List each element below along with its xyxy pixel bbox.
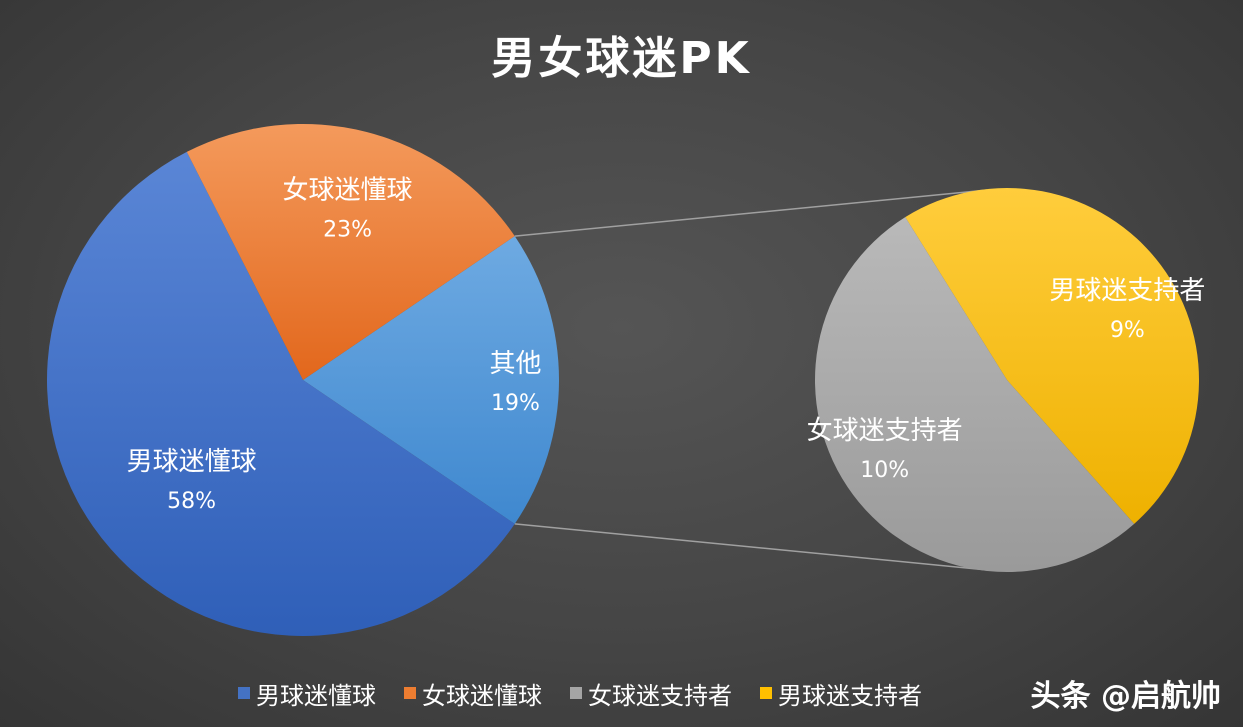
main-pie-value-label-0: 58% bbox=[167, 489, 216, 514]
main-pie-slice-0 bbox=[46, 151, 515, 637]
main-pie-name-label-0: 男球迷懂球 bbox=[127, 447, 257, 477]
secondary-pie-name-label-1: 男球迷支持者 bbox=[1049, 276, 1205, 306]
connector-line-bottom bbox=[514, 523, 988, 571]
legend-item-1: 女球迷懂球 bbox=[404, 676, 542, 711]
main-pie-value-label-1: 23% bbox=[323, 217, 372, 242]
legend-swatch-0 bbox=[238, 687, 250, 699]
connector-line-top bbox=[514, 189, 988, 237]
main-pie-value-label-2: 19% bbox=[491, 391, 540, 416]
legend-label-1: 女球迷懂球 bbox=[422, 681, 542, 710]
legend-item-3: 男球迷支持者 bbox=[760, 676, 922, 711]
secondary-pie-slice-0 bbox=[815, 217, 1135, 572]
main-pie-name-label-1: 女球迷懂球 bbox=[283, 175, 413, 205]
secondary-pie-value-label-0: 10% bbox=[860, 458, 909, 483]
legend-item-2: 女球迷支持者 bbox=[570, 676, 732, 711]
main-pie-name-label-2: 其他 bbox=[489, 349, 541, 379]
legend: 男球迷懂球 女球迷懂球 女球迷支持者 男球迷支持者 bbox=[238, 676, 922, 710]
legend-swatch-2 bbox=[570, 687, 582, 699]
main-pie-slice-2 bbox=[303, 236, 559, 524]
legend-label-3: 男球迷支持者 bbox=[778, 681, 922, 710]
legend-swatch-3 bbox=[760, 687, 772, 699]
legend-label-2: 女球迷支持者 bbox=[588, 681, 732, 710]
secondary-pie-slice-1 bbox=[905, 187, 1200, 524]
legend-item-0: 男球迷懂球 bbox=[238, 676, 376, 711]
secondary-pie-name-label-0: 女球迷支持者 bbox=[807, 416, 963, 446]
watermark: 头条 @启航帅 bbox=[1030, 679, 1221, 714]
secondary-pie-value-label-1: 9% bbox=[1110, 318, 1145, 343]
legend-label-0: 男球迷懂球 bbox=[256, 681, 376, 710]
main-pie-slice-1 bbox=[186, 124, 515, 381]
chart-title: 男女球迷PK bbox=[491, 33, 752, 84]
legend-swatch-1 bbox=[404, 687, 416, 699]
